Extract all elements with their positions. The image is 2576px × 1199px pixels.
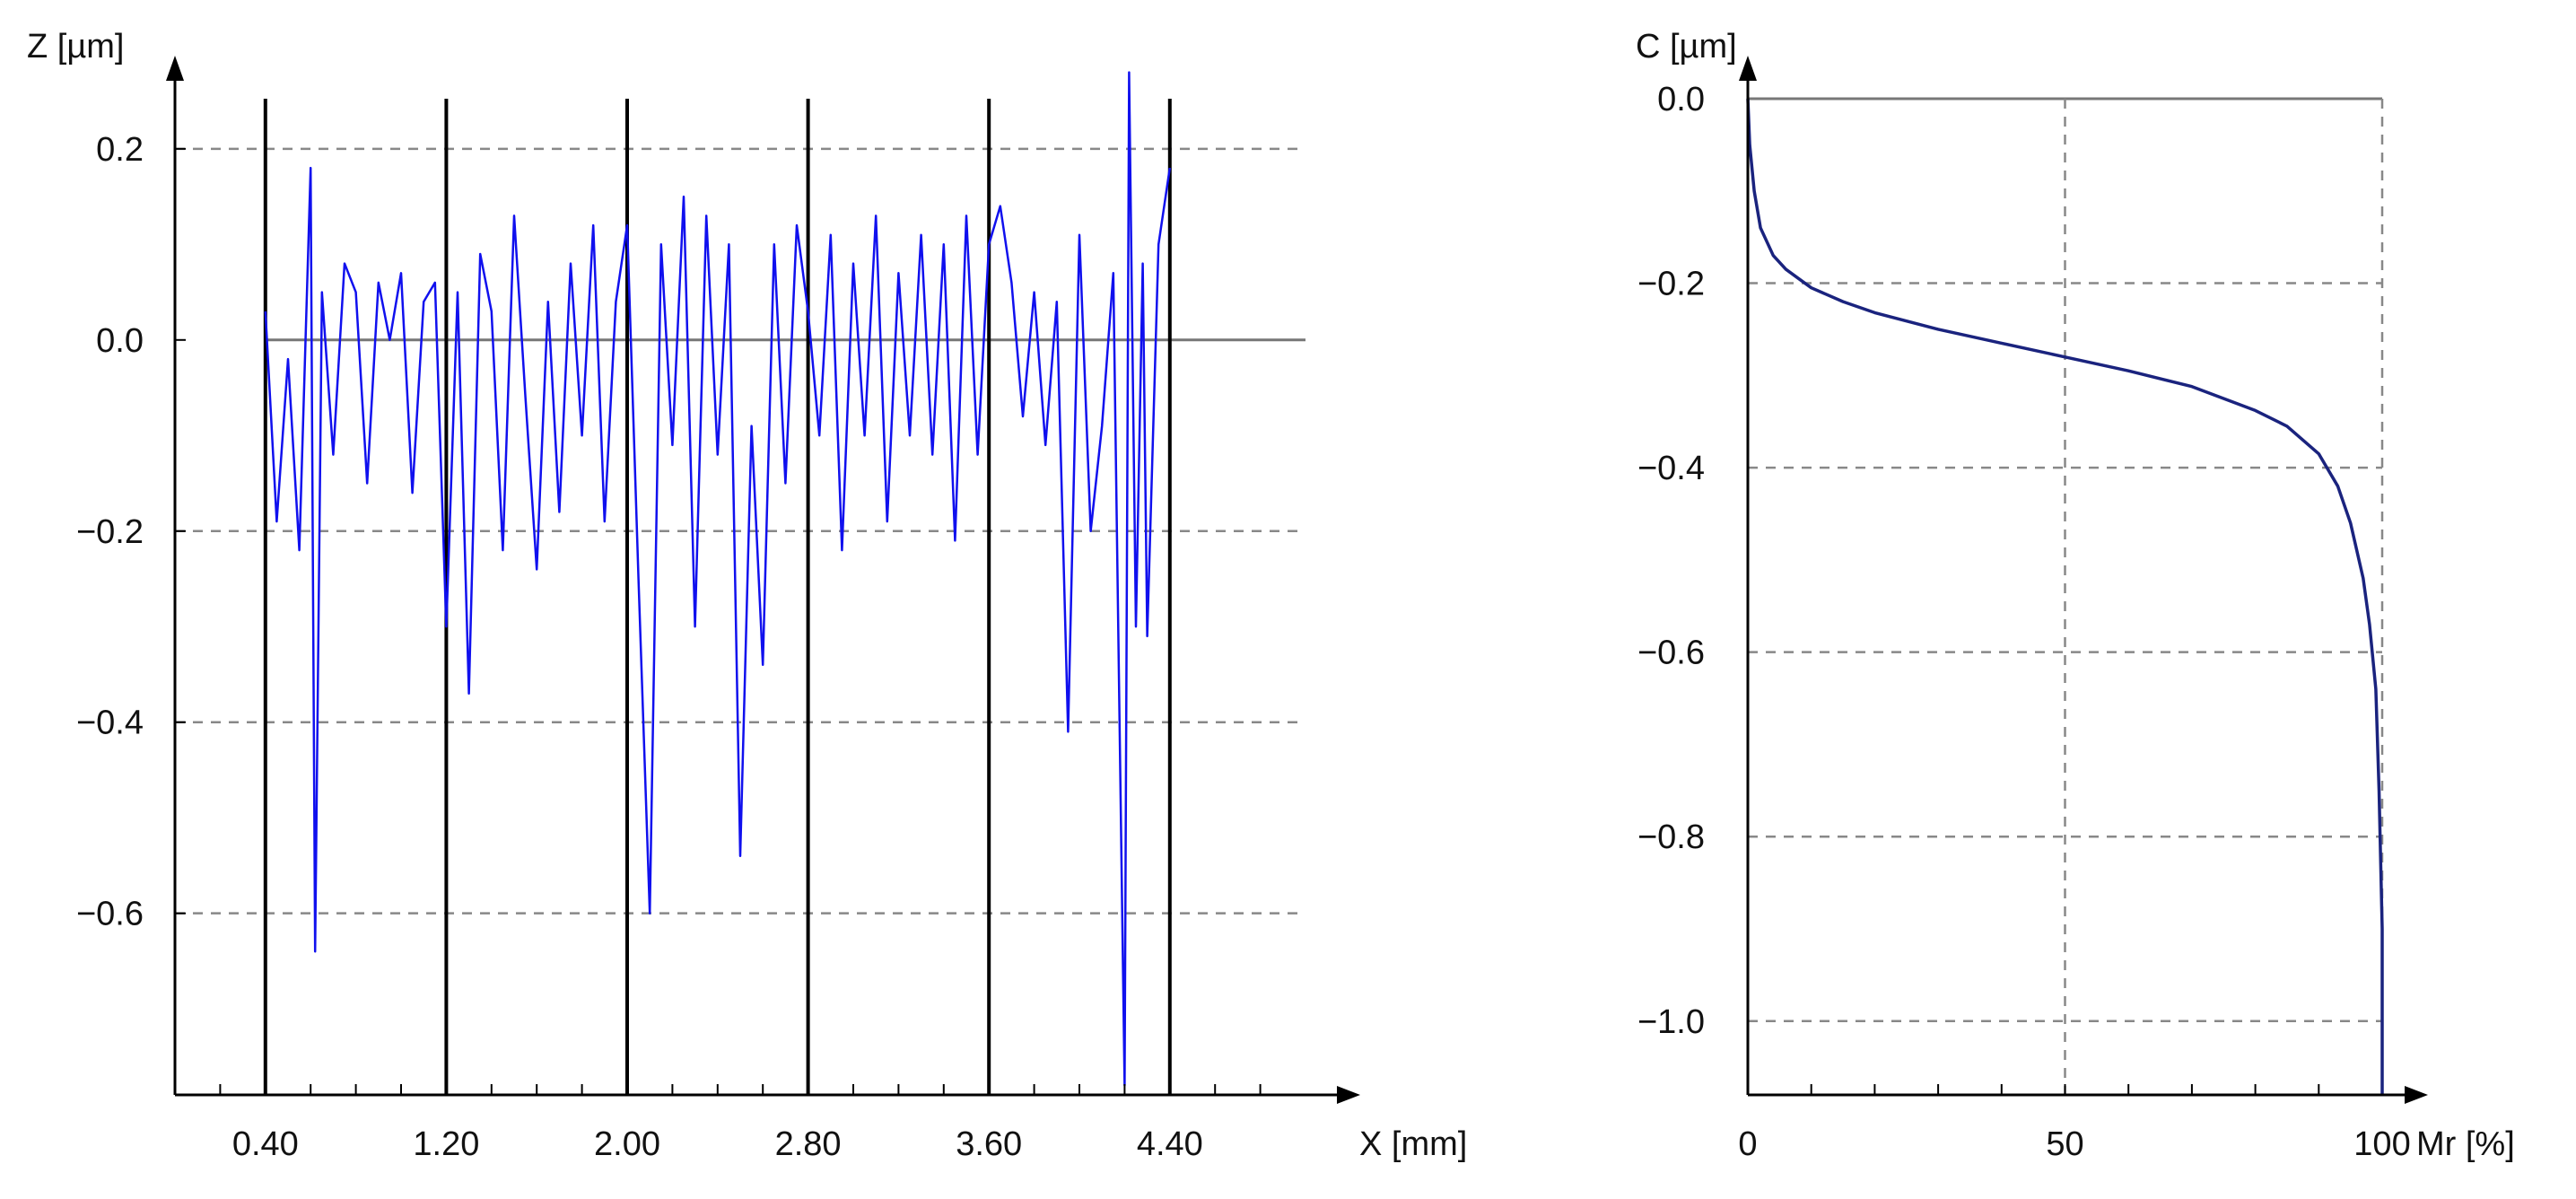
y-tick-label: −0.4 [1637,450,1705,487]
x-tick-label: 0 [1738,1125,1757,1163]
x-tick-label: 3.60 [956,1125,1022,1163]
material-ratio-chart-grid [1748,97,2384,1095]
material-ratio-chart-y-axis-label: C [µm] [1636,28,1737,66]
y-axis-arrow [166,56,184,81]
material-ratio-chart-ticks: 0 50 100 0.0 −0.2 −0.4 −0.6 −0.8 −1.0 [1637,81,2411,1163]
x-axis-arrow [2405,1086,2428,1104]
material-ratio-chart-x-axis-label: Mr [%] [2416,1125,2515,1163]
y-tick-label: 0.0 [1657,81,1705,118]
material-ratio-chart-axes [1739,56,2428,1104]
y-tick-label: −0.2 [1637,266,1705,303]
x-tick-label: 0.40 [232,1125,299,1163]
x-tick-label: 50 [2046,1125,2083,1163]
profile-chart-section-lines [263,99,1172,1095]
x-tick-label: 100 [2353,1125,2410,1163]
y-tick-label: 0.2 [96,131,144,169]
x-axis-arrow [1337,1086,1360,1104]
profile-chart: 0.40 1.20 2.00 2.80 3.60 4.40 0.2 0.0 −0.2 −0.4 −0… [27,28,1467,1163]
x-tick-label: 4.40 [1137,1125,1203,1163]
x-tick-label: 2.00 [594,1125,660,1163]
y-tick-label: −1.0 [1637,1003,1705,1041]
profile-chart-axes [166,56,1360,1104]
y-tick-label: −0.6 [1637,635,1705,672]
profile-chart-x-axis-label: X [mm] [1359,1125,1467,1163]
material-ratio-curve [1746,98,2384,1095]
y-axis-arrow [1739,56,1757,81]
material-ratio-chart-series [1746,98,2384,1095]
material-ratio-chart: 0 50 100 0.0 −0.2 −0.4 −0.6 −0.8 −1.0 C [µm] Mr … [1636,28,2515,1163]
y-tick-label: −0.6 [76,896,144,933]
x-tick-label: 1.20 [413,1125,479,1163]
y-tick-label: −0.4 [76,705,144,742]
profile-chart-y-axis-label: Z [µm] [27,28,124,66]
profile-line [264,71,1172,1087]
y-tick-label: −0.2 [76,513,144,551]
y-tick-label: −0.8 [1637,818,1705,856]
profile-chart-series [264,71,1172,1087]
y-tick-label: 0.0 [96,322,144,360]
x-tick-label: 2.80 [775,1125,842,1163]
profile-chart-ticks: 0.40 1.20 2.00 2.80 3.60 4.40 0.2 0.0 −0.2 −0.4 −0… [76,131,1262,1163]
